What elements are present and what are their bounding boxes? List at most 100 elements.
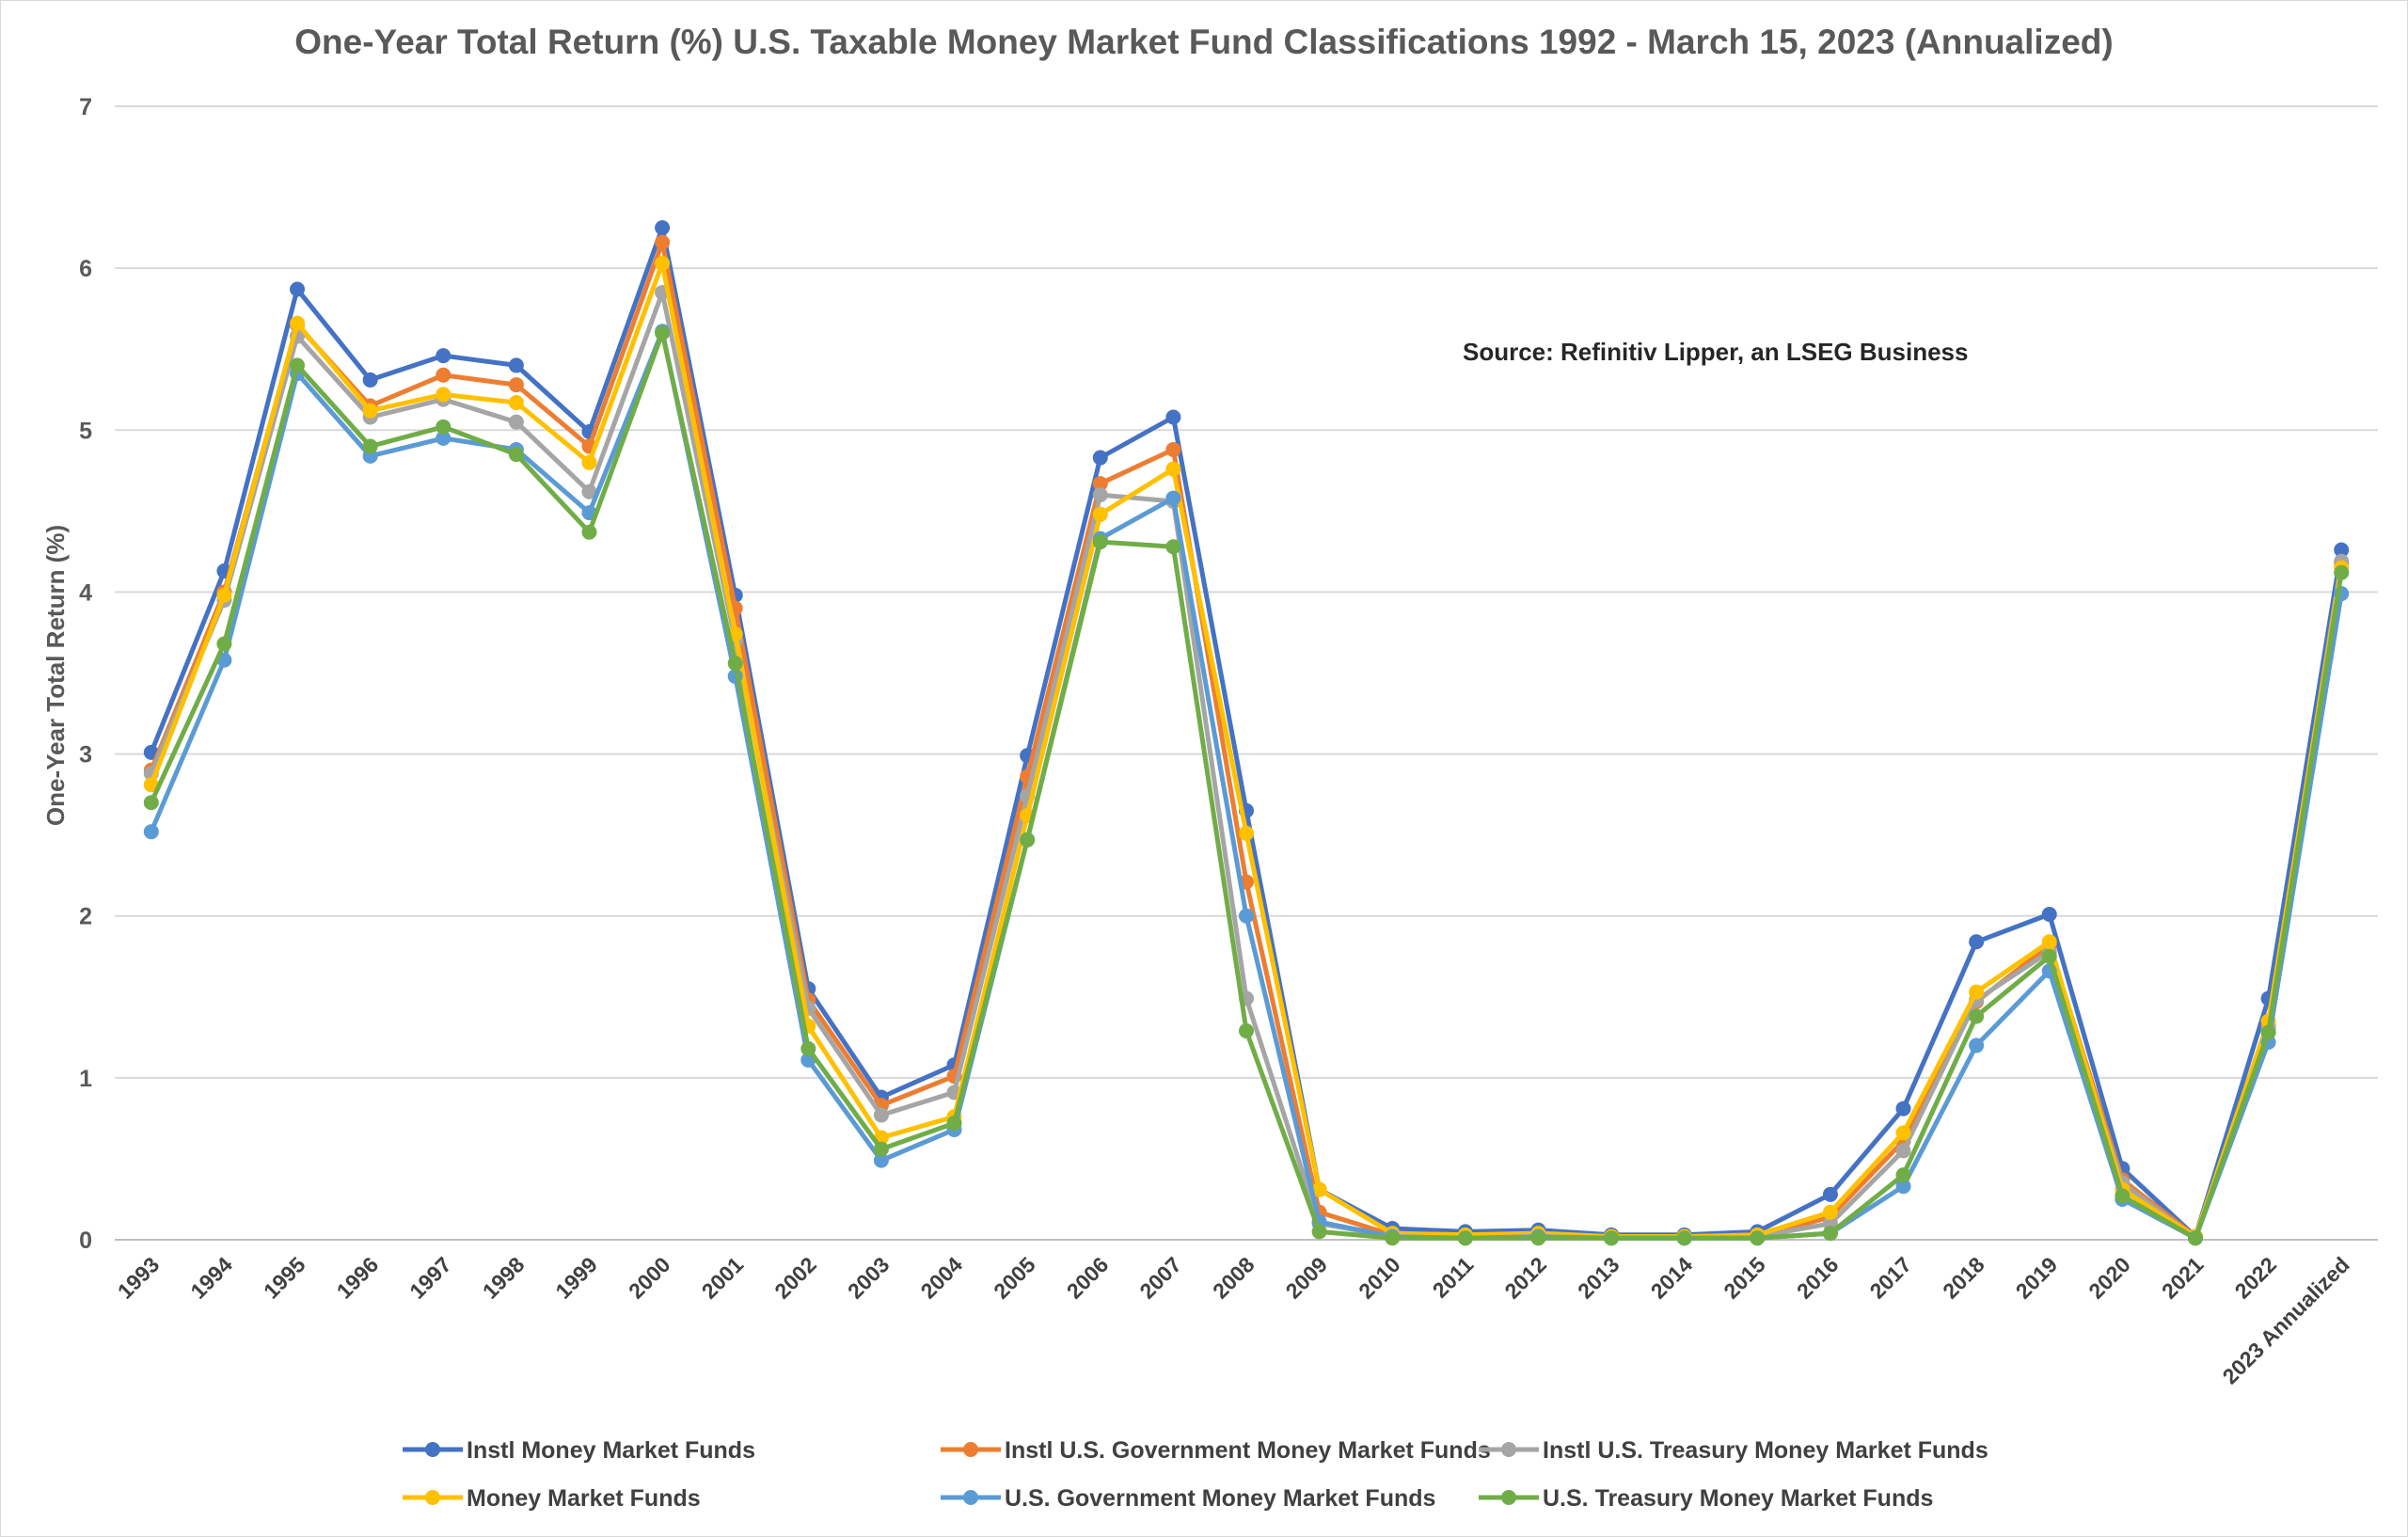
legend-marker — [1501, 1442, 1516, 1457]
y-tick-label: 7 — [79, 94, 92, 120]
data-point — [1385, 1230, 1401, 1246]
data-point — [290, 315, 306, 331]
data-point — [1092, 506, 1108, 522]
data-point — [1165, 539, 1181, 555]
data-point — [946, 1116, 962, 1132]
data-point — [1969, 984, 1985, 1000]
data-point — [1969, 934, 1985, 950]
data-point — [581, 454, 597, 470]
data-point — [1165, 461, 1181, 477]
x-tick-label: 2011 — [1428, 1252, 1479, 1303]
data-point — [2041, 934, 2057, 950]
data-point — [1092, 534, 1108, 550]
data-point — [1895, 1143, 1911, 1159]
x-tick-label: 2005 — [989, 1252, 1040, 1304]
data-point — [873, 1107, 889, 1123]
data-point — [800, 1040, 816, 1056]
data-point — [1895, 1125, 1911, 1141]
data-point — [581, 483, 597, 499]
x-tick-label: 2009 — [1281, 1252, 1333, 1304]
x-tick-label: 2010 — [1354, 1252, 1405, 1304]
x-tick-label: 2023 Annualized — [2218, 1252, 2354, 1388]
data-point — [1530, 1230, 1546, 1246]
data-point — [1092, 450, 1108, 466]
x-tick-label: 1998 — [478, 1252, 530, 1304]
data-point — [655, 255, 671, 271]
legend-label: U.S. Treasury Money Market Funds — [1543, 1485, 1933, 1512]
y-tick-label: 3 — [79, 742, 92, 768]
y-tick-label: 2 — [79, 904, 92, 930]
data-point — [655, 220, 671, 236]
x-tick-label: 2012 — [1499, 1252, 1551, 1304]
data-point — [581, 524, 597, 540]
series-line — [149, 240, 2344, 1240]
legend-marker — [1501, 1490, 1516, 1505]
data-point — [436, 348, 452, 364]
x-tick-label: 2008 — [1208, 1252, 1259, 1304]
legend-item: Instl Money Market Funds — [403, 1437, 755, 1464]
data-point — [727, 656, 743, 672]
y-axis-label: One-Year Total Return (%) — [41, 525, 70, 826]
data-point — [1092, 487, 1108, 503]
data-point — [2041, 906, 2057, 922]
legend-item: U.S. Government Money Market Funds — [941, 1485, 1435, 1512]
x-tick-label: 2017 — [1864, 1252, 1916, 1304]
legend: Instl Money Market Funds Instl U.S. Gover… — [403, 1437, 1988, 1512]
data-point — [1895, 1101, 1911, 1117]
legend-item: Instl U.S. Treasury Money Market Funds — [1479, 1437, 1988, 1464]
x-tick-label: 1997 — [404, 1252, 456, 1304]
data-point — [1604, 1230, 1620, 1246]
source-annotation: Source: Refinitiv Lipper, an LSEG Busine… — [1463, 338, 1968, 366]
legend-label: Instl U.S. Government Money Market Funds — [1005, 1437, 1491, 1464]
x-axis: 1993 1994 1995 1996 1997 1998 1999 2000 2001 2002… — [113, 1252, 2354, 1388]
x-tick-label: 2001 — [697, 1252, 749, 1304]
x-tick-label: 2006 — [1062, 1252, 1114, 1304]
data-point — [1822, 1186, 1838, 1202]
data-point — [2260, 1024, 2276, 1040]
legend-label: Instl U.S. Treasury Money Market Funds — [1543, 1437, 1988, 1464]
x-tick-label: 2007 — [1134, 1252, 1186, 1304]
x-tick-label: 2014 — [1646, 1252, 1698, 1304]
data-point — [1676, 1230, 1692, 1246]
data-point — [1311, 1181, 1327, 1197]
legend-marker — [963, 1442, 978, 1457]
legend-item: U.S. Treasury Money Market Funds — [1479, 1485, 1933, 1512]
y-tick-label: 5 — [79, 418, 92, 444]
x-tick-label: 2003 — [843, 1252, 895, 1304]
x-tick-label: 1995 — [259, 1252, 310, 1304]
data-point — [2041, 948, 2057, 964]
data-point — [2115, 1188, 2131, 1204]
data-point — [1239, 1022, 1254, 1038]
gridlines — [115, 105, 2378, 1241]
data-point — [1239, 825, 1254, 841]
series-6 — [143, 325, 2350, 1246]
data-point — [436, 387, 452, 403]
data-point — [1822, 1226, 1838, 1242]
data-point — [362, 438, 378, 454]
x-tick-label: 1999 — [550, 1252, 602, 1304]
data-point — [1165, 490, 1181, 506]
data-point — [436, 367, 452, 383]
y-axis: 0 1 2 3 4 5 6 7 — [79, 94, 92, 1254]
data-point — [1165, 441, 1181, 457]
y-tick-label: 1 — [79, 1066, 92, 1092]
data-point — [2334, 564, 2350, 580]
data-point — [1969, 1038, 1985, 1054]
data-point — [216, 636, 232, 652]
data-point — [290, 357, 306, 373]
x-tick-label: 2020 — [2083, 1252, 2135, 1304]
legend-item: Instl U.S. Government Money Market Funds — [941, 1437, 1491, 1464]
data-point — [655, 325, 671, 341]
data-point — [436, 430, 452, 446]
x-tick-label: 2022 — [2230, 1252, 2282, 1304]
series-2 — [143, 234, 2350, 1244]
data-point — [655, 234, 671, 250]
data-point — [436, 419, 452, 435]
x-tick-label: 2013 — [1573, 1252, 1624, 1304]
data-point — [1092, 476, 1108, 492]
data-point — [1969, 1008, 1985, 1024]
x-tick-label: 2000 — [624, 1252, 675, 1304]
series-4 — [143, 255, 2350, 1244]
